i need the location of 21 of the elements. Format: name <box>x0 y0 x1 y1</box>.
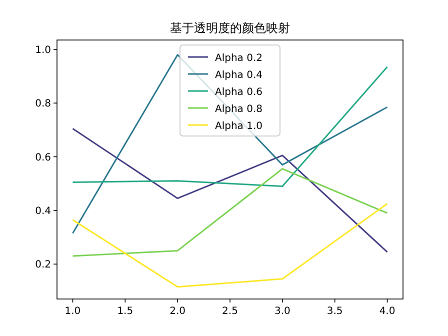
y-tick-label: 1.0 <box>35 44 51 56</box>
legend-label: Alpha 0.4 <box>215 70 263 81</box>
legend-label: Alpha 1.0 <box>215 121 263 132</box>
chart-title: 基于透明度的颜色映射 <box>170 21 290 35</box>
legend-label: Alpha 0.2 <box>215 53 263 64</box>
line-series <box>72 168 388 257</box>
x-tick-label: 3.0 <box>274 306 290 317</box>
x-tick-label: 3.5 <box>326 306 343 317</box>
legend-label: Alpha 0.8 <box>215 104 263 115</box>
x-tick-label: 1.0 <box>64 306 81 317</box>
y-tick-label: 0.8 <box>35 98 51 110</box>
x-tick-label: 2.0 <box>170 306 186 317</box>
y-tick-label: 0.2 <box>35 260 51 271</box>
legend-label: Alpha 0.6 <box>215 87 263 98</box>
x-tick-label: 4.0 <box>379 306 396 317</box>
x-tick-label: 1.5 <box>117 306 134 317</box>
line-series <box>72 202 388 288</box>
y-tick-label: 0.6 <box>35 152 51 164</box>
line-series <box>72 66 388 188</box>
x-tick-label: 2.5 <box>222 306 238 317</box>
y-tick-label: 0.4 <box>35 206 51 217</box>
